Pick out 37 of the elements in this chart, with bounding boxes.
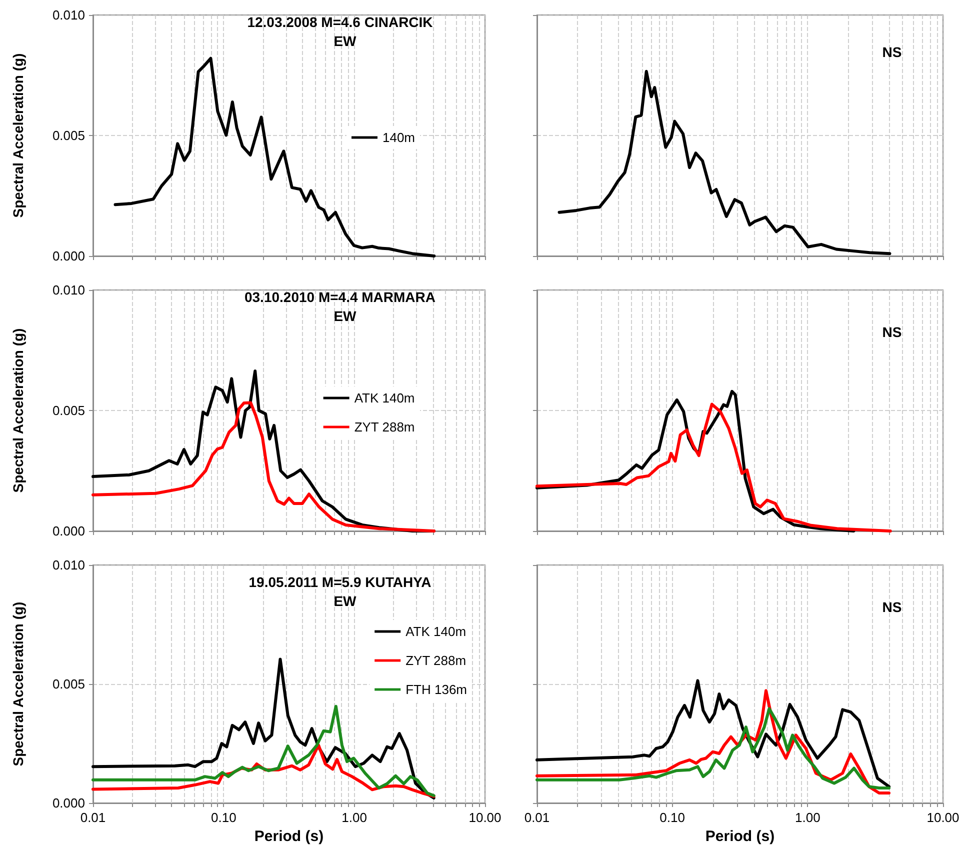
x-tick-label: 0.01 — [524, 810, 550, 825]
chart-title: 12.03.2008 M=4.6 CINARCIK — [247, 14, 433, 30]
x-axis-title: Period (s) — [705, 828, 775, 845]
x-tick-label: 1.00 — [795, 810, 820, 825]
y-tick-label: 0.005 — [52, 676, 85, 692]
text: NS — [882, 44, 902, 60]
y-tick-label: 0.000 — [52, 524, 85, 538]
y-tick-label: 0.000 — [52, 796, 85, 810]
legend-label: ZYT 288m — [406, 653, 466, 668]
legend-label: 140m — [382, 130, 416, 145]
text: NS — [882, 599, 902, 615]
text: NS — [882, 324, 902, 340]
x-tick-label: 0.10 — [660, 810, 685, 825]
y-axis-title: Spectral Acceleration (g) — [10, 328, 26, 493]
x-tick-label: 0.10 — [211, 810, 236, 825]
y-axis-title: Spectral Acceleration (g) — [10, 602, 26, 766]
text: EW — [334, 308, 358, 324]
text: 19.05.2011 M=5.9 KUTAHYA — [248, 574, 432, 590]
x-tick-label: 0.01 — [80, 810, 106, 825]
x-axis-title: Period (s) — [254, 828, 324, 845]
y-tick-label: 0.000 — [52, 248, 85, 264]
legend-label: ATK 140m — [406, 624, 466, 639]
legend-label: ATK 140m — [354, 390, 415, 406]
y-tick-label: 0.010 — [52, 558, 85, 572]
legend-label: ZYT 288m — [354, 420, 415, 434]
y-tick-label: 0.005 — [52, 403, 85, 418]
x-tick-label: 10.00 — [468, 810, 502, 825]
y-tick-label: 0.010 — [52, 8, 85, 22]
text: EW — [334, 33, 358, 49]
chart-title: 03.10.2010 M=4.4 MARMARA — [244, 289, 436, 305]
x-tick-label: 1.00 — [342, 810, 367, 825]
x-tick-label: 10.00 — [926, 810, 960, 825]
text: EW — [334, 593, 358, 609]
y-axis-title: Spectral Acceleration (g) — [10, 53, 26, 218]
y-tick-label: 0.010 — [52, 282, 85, 298]
y-tick-label: 0.005 — [52, 128, 85, 143]
legend-label: FTH 136m — [406, 682, 468, 697]
